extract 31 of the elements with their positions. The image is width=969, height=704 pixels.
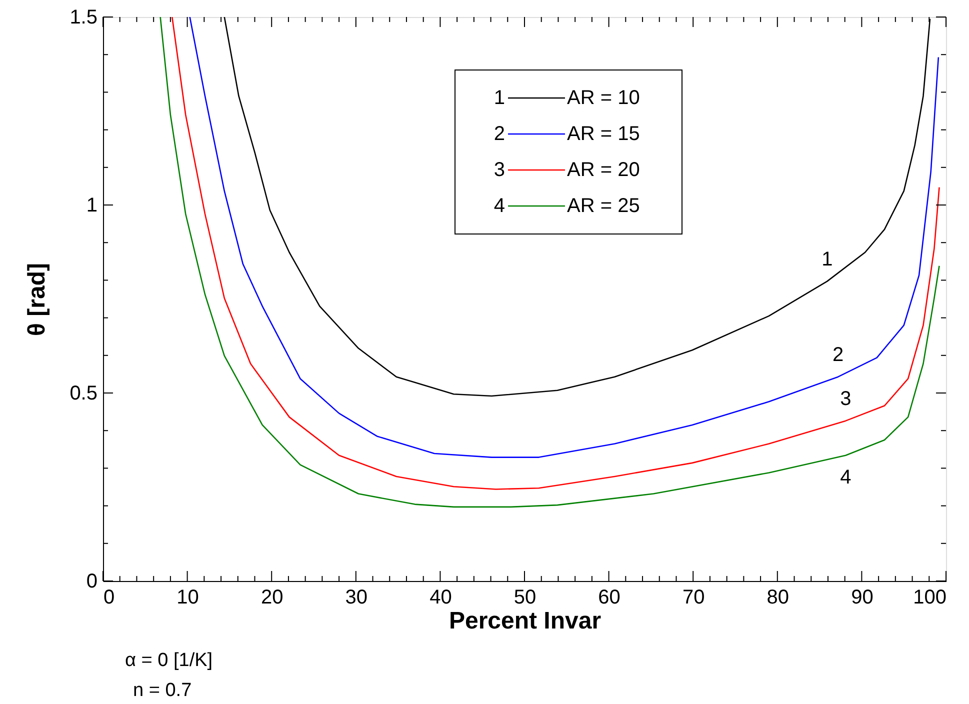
y-tick-label: 0.5 [70,382,98,404]
legend-label: AR = 15 [567,123,640,145]
legend-label: AR = 20 [567,159,640,181]
text: 4 [494,195,505,217]
text: 2 [494,123,505,145]
x-tick-label: 60 [598,586,620,608]
x-axis-title: Percent Invar [448,608,602,634]
x-tick-label: 20 [260,586,284,608]
annotation: 3 [840,388,852,410]
y-tick-label: 1 [86,194,98,216]
x-tick-label: 50 [514,586,536,608]
x-tick-label: 0 [104,586,115,608]
x-tick-label: 80 [766,586,790,608]
x-tick-label: 90 [851,586,874,608]
y-tick-label: 1.5 [70,6,98,28]
y-tick-label: 0 [86,570,98,592]
text: α = 0 [1/K] [125,650,213,671]
y-axis-title: θ [rad] [24,263,51,336]
legend-label: AR = 25 [567,195,640,217]
legend-label: AR = 10 [567,87,640,109]
x-tick-label: 100 [913,586,946,608]
annotation: 2 [832,344,844,366]
annotation: 1 [822,248,833,270]
x-tick-label: 40 [430,586,452,608]
text: n = 0.7 [133,680,192,701]
text: 3 [494,159,505,181]
x-tick-label: 70 [682,586,705,608]
x-tick-label: 30 [345,586,368,608]
x-tick-label: 10 [176,586,199,608]
text: 1 [494,87,505,109]
annotation: 4 [840,466,852,488]
